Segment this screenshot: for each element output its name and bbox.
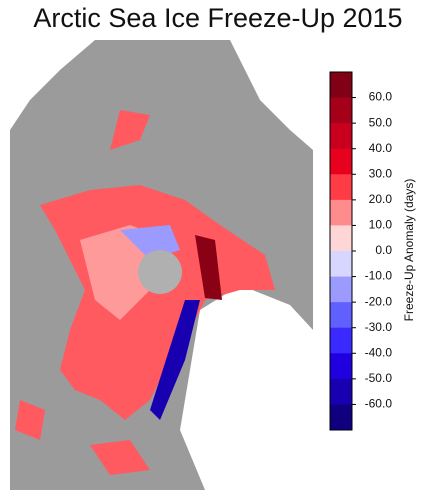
- colorbar-tick-label: 40.0: [369, 141, 393, 155]
- colorbar-tick-label: -30.0: [365, 320, 393, 334]
- colorbar-segment: [330, 199, 352, 226]
- colorbar-segment: [330, 225, 352, 252]
- colorbar-segment: [330, 123, 352, 150]
- colorbar-tick-label: 0.0: [375, 243, 392, 257]
- colorbar-tick-label: 10.0: [369, 218, 393, 232]
- colorbar-tick-label: 20.0: [369, 192, 393, 206]
- title: Arctic Sea Ice Freeze-Up 2015: [33, 3, 402, 33]
- map: [10, 40, 313, 490]
- colorbar-segment: [330, 353, 352, 380]
- colorbar-segment: [330, 327, 352, 354]
- colorbar-tick-label: 30.0: [369, 166, 393, 180]
- colorbar-segment: [330, 174, 352, 201]
- pole-hole: [138, 250, 182, 294]
- sea-ice-anomaly: [195, 235, 222, 300]
- sea-ice-anomaly: [150, 300, 200, 420]
- colorbar-tick-label: -40.0: [365, 345, 393, 359]
- colorbar-segment: [330, 97, 352, 124]
- sea-ice-anomaly: [15, 400, 45, 440]
- land: [10, 40, 95, 130]
- colorbar-tick-label: -10.0: [365, 269, 393, 283]
- sea-ice-anomaly: [90, 440, 150, 475]
- colorbar-tick-label: 50.0: [369, 115, 393, 129]
- colorbar-segment: [330, 72, 352, 99]
- land: [230, 40, 313, 150]
- colorbar-tick-label: -60.0: [365, 397, 393, 411]
- sea-ice-anomaly: [110, 110, 150, 150]
- colorbar-tick-label: -50.0: [365, 371, 393, 385]
- colorbar-tick-label: 60.0: [369, 90, 393, 104]
- colorbar-tick-label: -20.0: [365, 294, 393, 308]
- colorbar-segment: [330, 251, 352, 278]
- colorbar-label: Freeze-Up Anomaly (days): [402, 179, 416, 322]
- land: [180, 285, 313, 490]
- colorbar: 60.0 50.0 40.0 30.0 20.0 10.0 0.0 -10.0 -20.0 -30…: [329, 71, 393, 431]
- colorbar-segment: [330, 404, 352, 431]
- colorbar-segment: [330, 148, 352, 175]
- colorbar-segment: [330, 378, 352, 405]
- colorbar-segment: [330, 276, 352, 303]
- colorbar-segment: [330, 302, 352, 329]
